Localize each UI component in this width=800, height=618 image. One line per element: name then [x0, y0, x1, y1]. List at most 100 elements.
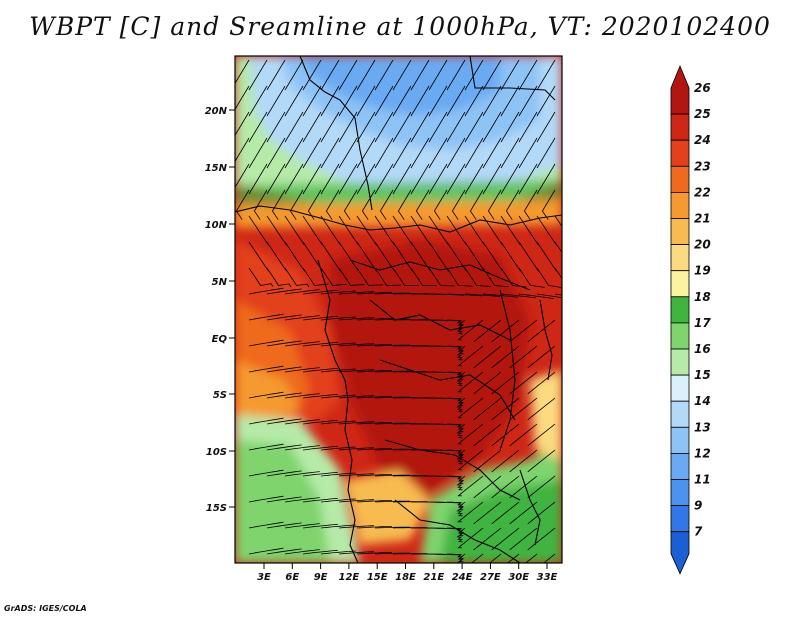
streamline [433, 189, 448, 220]
colorbar-label: 17 [694, 316, 711, 330]
streamline [302, 85, 322, 117]
streamline [338, 241, 359, 272]
streamline [302, 341, 338, 347]
colorbar-label: 11 [694, 473, 711, 487]
colorbar-segment [670, 400, 690, 428]
streamline [446, 137, 466, 169]
streamline [464, 293, 500, 297]
streamline [374, 267, 401, 286]
streamline [428, 449, 462, 454]
streamline [415, 189, 430, 220]
streamline [374, 526, 410, 529]
streamline [338, 447, 374, 451]
streamline [410, 59, 430, 91]
streamline [374, 318, 410, 321]
streamline [356, 370, 393, 373]
lon-tick-label: 9E [314, 572, 328, 583]
streamline [491, 345, 520, 369]
streamline [284, 393, 320, 399]
streamline [473, 371, 502, 395]
streamline [482, 163, 502, 195]
streamline [456, 345, 466, 361]
streamline [446, 293, 482, 297]
streamline [266, 470, 302, 477]
streamline [284, 341, 320, 347]
streamline [302, 549, 338, 555]
streamline [284, 471, 320, 477]
streamline [266, 314, 302, 321]
colorbar-label: 22 [694, 185, 711, 199]
colorbar: 26 25 24 23 22 21 20 19 18 17 16 15 14 13 12 11 9 7 [670, 64, 711, 575]
streamline [392, 137, 412, 169]
streamline [248, 59, 268, 91]
lat-tick-label: 15N [205, 163, 228, 174]
streamline [525, 553, 538, 563]
streamline [379, 189, 394, 220]
streamline [374, 163, 394, 195]
streamline [482, 59, 502, 91]
streamline [284, 497, 320, 503]
streamline [527, 423, 556, 447]
streamline [456, 371, 466, 387]
streamline [338, 525, 374, 529]
colorbar-segment [670, 165, 690, 193]
colorbar-label: 13 [694, 420, 711, 434]
streamline [320, 85, 340, 117]
streamline [541, 189, 556, 220]
streamline [248, 339, 284, 347]
streamline [248, 267, 274, 287]
lon-tick-label: 15E [367, 572, 388, 583]
streamline [464, 241, 485, 272]
streamline [248, 547, 284, 555]
streamline [356, 552, 393, 555]
streamline [428, 475, 462, 480]
streamline [457, 501, 484, 523]
streamline [248, 469, 284, 477]
streamline [482, 85, 502, 117]
streamline [491, 527, 520, 551]
streamline [248, 241, 269, 272]
streamline [518, 163, 538, 195]
streamline [248, 365, 284, 373]
colorbar-label: 26 [694, 81, 711, 95]
streamline [491, 449, 520, 473]
streamline [473, 475, 502, 499]
colorbar-segment [670, 452, 690, 480]
streamline [487, 189, 502, 220]
streamline [302, 267, 329, 286]
streamline [338, 395, 374, 399]
streamline [266, 215, 287, 246]
streamline [428, 163, 448, 195]
colorbar-segment [670, 191, 690, 219]
streamline [266, 288, 302, 295]
streamline [320, 59, 340, 91]
streamline [428, 267, 455, 287]
lat-tick-label: 10N [205, 220, 228, 231]
streamline [235, 163, 250, 189]
streamline [457, 475, 484, 497]
streamline [266, 340, 302, 347]
streamline [356, 241, 377, 272]
wbpt-field [235, 56, 562, 563]
streamline [302, 445, 338, 451]
streamline [392, 85, 412, 117]
lat-tick-label: 20N [205, 106, 228, 117]
streamline [509, 423, 538, 447]
streamline [374, 85, 394, 117]
streamline [302, 241, 323, 272]
streamline [446, 267, 473, 287]
lat-tick-label: 10S [206, 447, 227, 458]
streamline [374, 344, 410, 347]
colorbar-label: 25 [694, 107, 711, 121]
streamline [500, 111, 520, 143]
streamline [527, 397, 556, 421]
streamline [266, 548, 302, 555]
streamline [320, 111, 340, 143]
streamline [320, 215, 341, 246]
latitude-axis: 20N 15N 10N 5N EQ 5S 10S 15S [205, 106, 235, 514]
streamline [253, 189, 268, 220]
streamline [410, 137, 430, 169]
streamline [356, 292, 393, 295]
streamline [410, 215, 431, 246]
lat-tick-label: 5N [212, 277, 228, 288]
